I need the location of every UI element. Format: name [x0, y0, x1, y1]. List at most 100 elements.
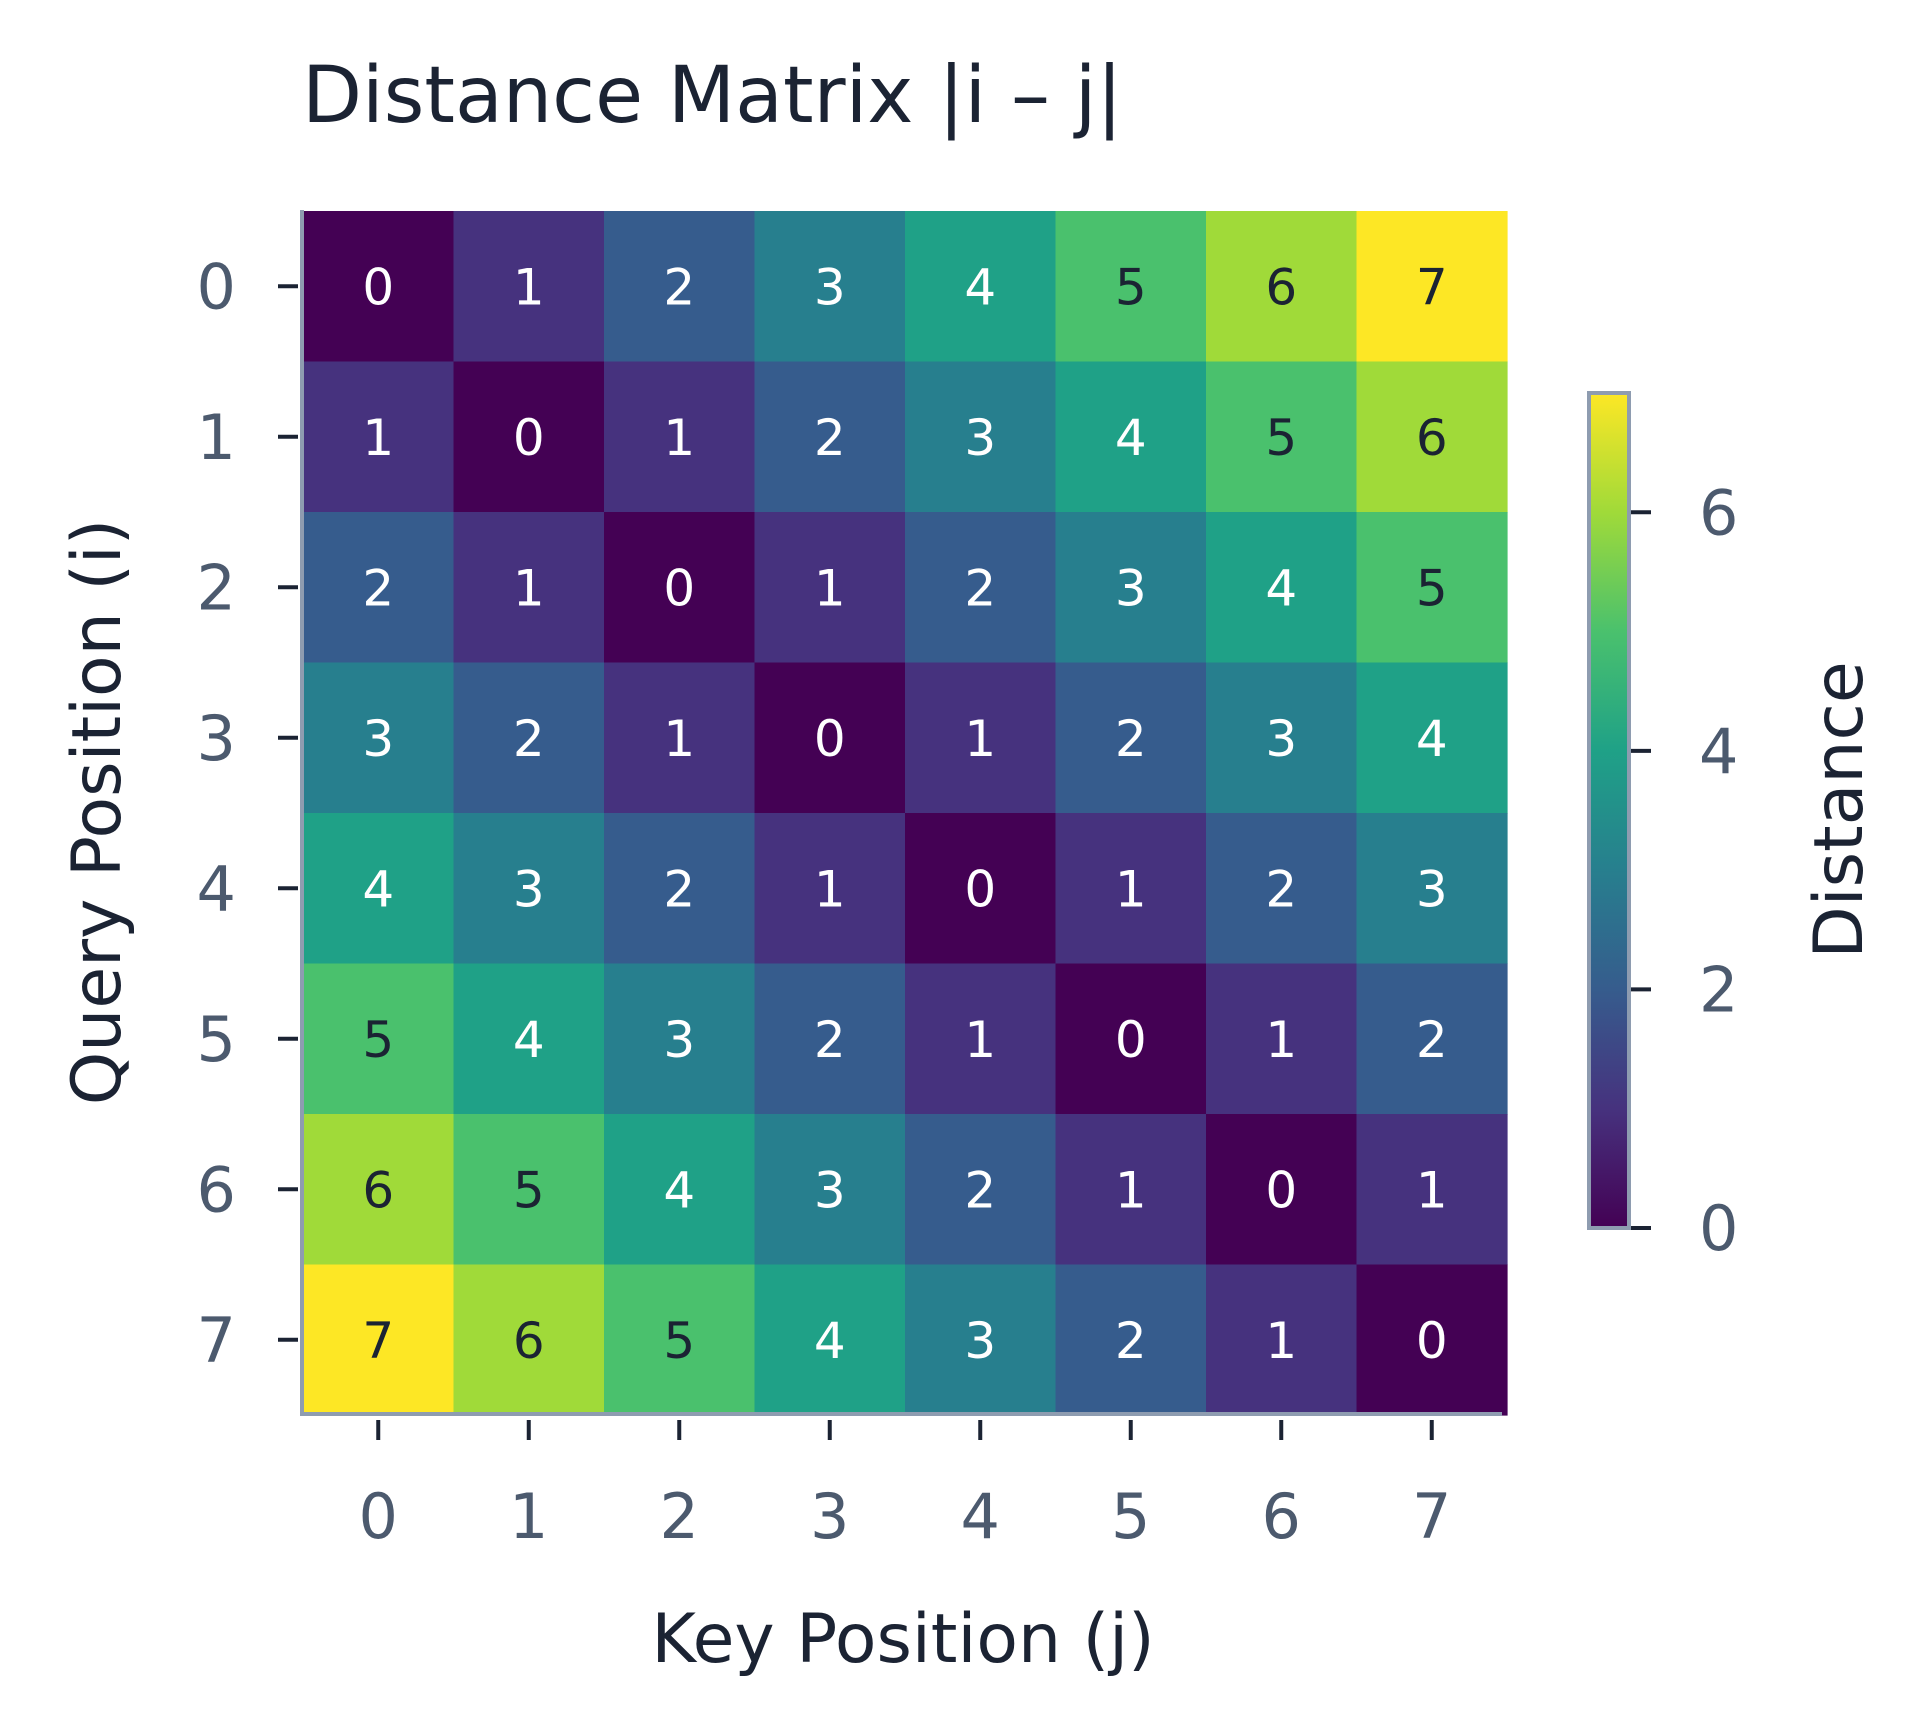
- cell-value-label: 1: [964, 710, 996, 768]
- cell-value-label: 5: [513, 1161, 545, 1219]
- x-tick-label: 0: [359, 1480, 398, 1553]
- heatmap-cell: [754, 211, 906, 363]
- heatmap-cell: [453, 512, 605, 664]
- cell-value-label: 2: [1115, 1312, 1147, 1370]
- heatmap-cell: [1356, 1114, 1508, 1266]
- cell-value-label: 3: [814, 258, 846, 316]
- heatmap-cell: [604, 211, 756, 363]
- cell-value-label: 4: [663, 1161, 695, 1219]
- y-tick-label: 5: [197, 1003, 236, 1076]
- heatmap-cell: [604, 512, 756, 664]
- heatmap-cell: [754, 1114, 906, 1266]
- cell-value-label: 5: [1265, 409, 1297, 467]
- heatmap-cell: [453, 813, 605, 965]
- cell-value-label: 4: [513, 1011, 545, 1069]
- cell-value-label: 2: [663, 258, 695, 316]
- heatmap-cell: [905, 1114, 1057, 1266]
- x-tick-label: 1: [509, 1480, 548, 1553]
- cell-value-label: 2: [513, 710, 545, 768]
- heatmap-cell: [905, 662, 1057, 814]
- heatmap-cell: [303, 963, 455, 1115]
- cell-value-label: 3: [663, 1011, 695, 1069]
- y-tick-label: 7: [197, 1304, 236, 1377]
- cell-value-label: 0: [362, 258, 394, 316]
- cell-value-label: 1: [1115, 1161, 1147, 1219]
- cell-value-label: 0: [663, 559, 695, 617]
- cell-value-label: 2: [362, 559, 394, 617]
- heatmap-cell: [453, 211, 605, 363]
- cell-value-label: 1: [964, 1011, 996, 1069]
- cell-value-label: 6: [513, 1312, 545, 1370]
- cell-value-label: 3: [964, 409, 996, 467]
- heatmap-cell: [905, 361, 1057, 513]
- cell-value-label: 1: [1115, 860, 1147, 918]
- heatmap-cell: [1356, 1264, 1508, 1416]
- cell-value-label: 4: [1115, 409, 1147, 467]
- heatmap-cell: [905, 512, 1057, 664]
- colorbar: 0 2 4 6 Distance: [1587, 391, 1879, 1265]
- heatmap-cell: [754, 361, 906, 513]
- heatmap-cell: [303, 813, 455, 965]
- cell-value-label: 1: [1265, 1011, 1297, 1069]
- heatmap-cell: [303, 512, 455, 664]
- cell-value-label: 1: [663, 710, 695, 768]
- cell-value-label: 7: [362, 1312, 394, 1370]
- y-tick-label: 4: [197, 852, 236, 925]
- heatmap-cell: [1206, 361, 1358, 513]
- y-tick-label: 3: [197, 702, 236, 775]
- heatmap-cell: [1206, 662, 1358, 814]
- heatmap-cell: [905, 211, 1057, 363]
- chart-title: Distance Matrix |i – j|: [302, 51, 1123, 141]
- heatmap-cell: [1206, 963, 1358, 1115]
- heatmap-cell: [604, 361, 756, 513]
- cell-value-label: 1: [1265, 1312, 1297, 1370]
- cell-value-label: 5: [1416, 559, 1448, 617]
- cell-value-label: 3: [1115, 559, 1147, 617]
- cell-value-label: 1: [362, 409, 394, 467]
- heatmap-cell: [1356, 963, 1508, 1115]
- heatmap-cell: [754, 1264, 906, 1416]
- cell-value-label: 4: [362, 860, 394, 918]
- colorbar-ticks: 0 2 4 6: [1631, 476, 1738, 1265]
- y-tick-label: 1: [197, 401, 236, 474]
- heatmap-cell: [1055, 1114, 1207, 1266]
- y-axis-label: Query Position (i): [58, 519, 137, 1106]
- heatmap-cell: [1055, 512, 1207, 664]
- heatmap-cell: [604, 813, 756, 965]
- cell-value-label: 1: [513, 258, 545, 316]
- heatmap-cell: [754, 512, 906, 664]
- cell-value-label: 4: [814, 1312, 846, 1370]
- heatmap-cell: [1055, 1264, 1207, 1416]
- heatmap-cell: [1055, 813, 1207, 965]
- cell-value-label: 6: [1416, 409, 1448, 467]
- cell-value-label: 1: [814, 860, 846, 918]
- x-tick-label: 7: [1412, 1480, 1451, 1553]
- colorbar-label: Distance: [1800, 661, 1879, 958]
- heatmap-cell: [604, 1114, 756, 1266]
- cell-value-label: 3: [964, 1312, 996, 1370]
- cell-value-label: 4: [1416, 710, 1448, 768]
- heatmap-cell: [1356, 211, 1508, 363]
- heatmap-cell: [1055, 662, 1207, 814]
- heatmap-cell: [303, 662, 455, 814]
- cell-value-label: 1: [663, 409, 695, 467]
- heatmap-cell: [303, 1264, 455, 1416]
- heatmap-cell: [303, 361, 455, 513]
- cell-value-label: 6: [362, 1161, 394, 1219]
- cell-value-label: 1: [513, 559, 545, 617]
- cell-value-label: 0: [513, 409, 545, 467]
- cell-value-label: 3: [1416, 860, 1448, 918]
- colorbar-gradient: [1587, 391, 1631, 1230]
- heatmap-cell: [1055, 211, 1207, 363]
- cell-value-label: 6: [1265, 258, 1297, 316]
- heatmap-cell: [905, 963, 1057, 1115]
- cell-value-label: 2: [1416, 1011, 1448, 1069]
- cell-value-label: 4: [1265, 559, 1297, 617]
- colorbar-tick-label: 0: [1699, 1192, 1738, 1265]
- heatmap-cell: [905, 813, 1057, 965]
- heatmap-cell: [754, 963, 906, 1115]
- cell-value-label: 2: [814, 1011, 846, 1069]
- y-tick-label: 2: [197, 551, 236, 624]
- heatmap-cell: [754, 813, 906, 965]
